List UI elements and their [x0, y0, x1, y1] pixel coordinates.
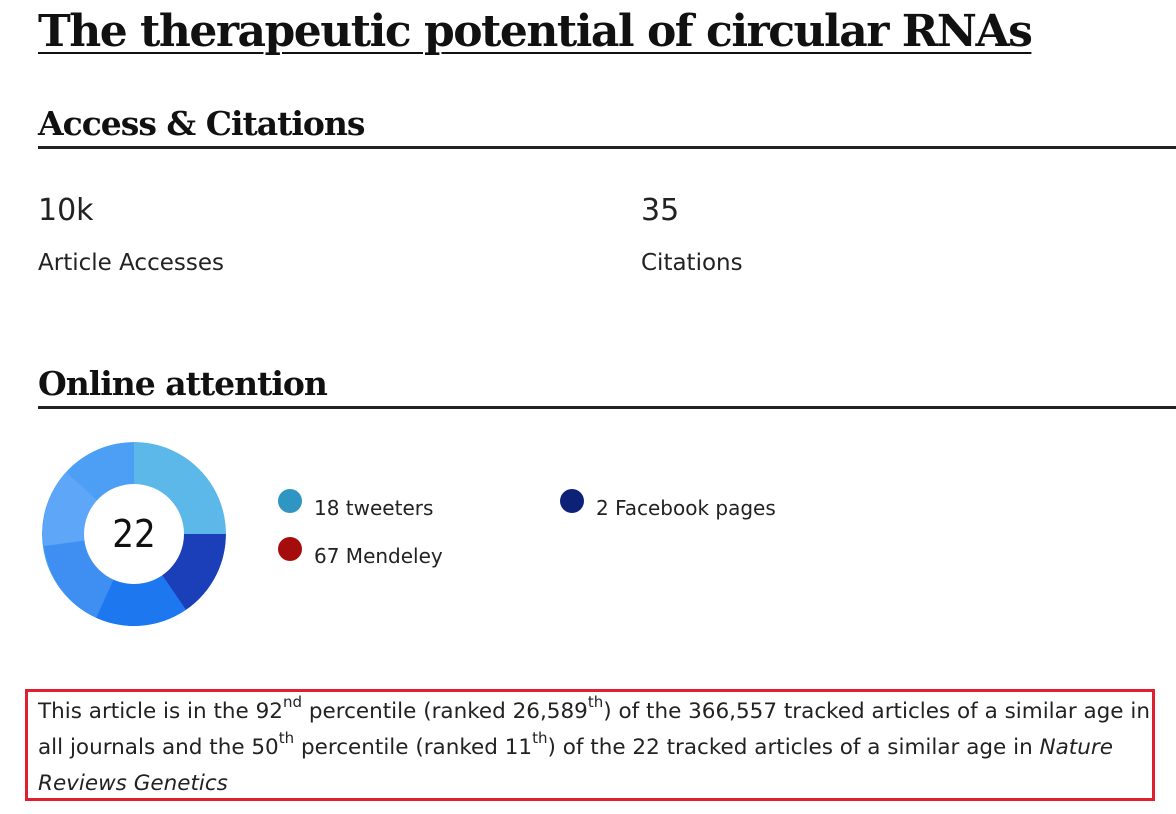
- highlight-box: [25, 689, 1155, 801]
- online-attention-heading: Online attention: [38, 364, 1176, 409]
- percentile-text-part3: ) of the 366,557 tracked articles of a s…: [38, 699, 1150, 760]
- legend-facebook[interactable]: 2 Facebook pages: [560, 489, 776, 520]
- citations-metric: 35 Citations: [641, 193, 743, 277]
- citations-label: Citations: [641, 250, 743, 276]
- percentile-text-part5: ) of the 22 tracked articles of a simila…: [547, 735, 1040, 760]
- percentile-text-part4: percentile (ranked 11: [294, 735, 533, 760]
- article-accesses-metric: 10k Article Accesses: [38, 193, 224, 277]
- percentile-sup1: nd: [282, 692, 302, 711]
- altmetric-donut[interactable]: [36, 436, 232, 632]
- mendeley-label: 67 Mendeley: [314, 544, 443, 568]
- citations-value: 35: [641, 193, 680, 228]
- tweeters-dot-icon: [278, 489, 302, 513]
- article-accesses-value: 10k: [38, 193, 94, 228]
- article-title-link[interactable]: The therapeutic potential of circular RN…: [38, 6, 1033, 57]
- legend-tweeters[interactable]: 18 tweeters: [278, 489, 434, 520]
- legend-mendeley[interactable]: 67 Mendeley: [278, 537, 443, 568]
- facebook-label: 2 Facebook pages: [596, 496, 776, 520]
- percentile-sup4: th: [532, 728, 548, 747]
- facebook-dot-icon: [560, 489, 584, 513]
- tweeters-label: 18 tweeters: [314, 496, 434, 520]
- mendeley-dot-icon: [278, 537, 302, 561]
- percentile-text-part1: This article is in the 92: [38, 699, 283, 724]
- percentile-text-part2: percentile (ranked 26,589: [302, 699, 588, 724]
- journal-name: Nature Reviews Genetics: [38, 735, 1113, 796]
- article-accesses-label: Article Accesses: [38, 250, 224, 276]
- access-citations-heading: Access & Citations: [38, 104, 1176, 149]
- percentile-statement: This article is in the 92nd percentile (…: [38, 694, 1150, 802]
- percentile-sup3: th: [278, 728, 295, 747]
- percentile-sup2: th: [587, 692, 604, 711]
- donut-center: [84, 484, 184, 584]
